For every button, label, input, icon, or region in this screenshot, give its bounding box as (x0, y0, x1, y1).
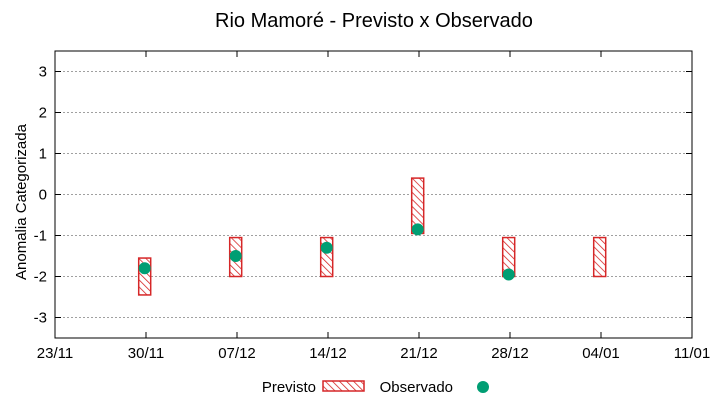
observado-point (320, 241, 333, 254)
y-tick-label: -2 (34, 269, 47, 286)
x-tick-label: 28/12 (491, 345, 529, 362)
legend-label-previsto: Previsto (262, 379, 316, 396)
observado-series (138, 223, 515, 281)
x-tick-label: 11/01 (674, 345, 710, 362)
x-tick-label: 04/01 (582, 345, 620, 362)
y-axis-label: Anomalia Categorizada (13, 123, 30, 280)
legend: Previsto Observado (262, 379, 489, 396)
x-tick-label: 23/11 (37, 345, 73, 362)
y-tick-label: -3 (34, 310, 47, 327)
x-tick-label: 30/11 (128, 345, 164, 362)
legend-swatch-observado (477, 381, 489, 393)
previsto-box (592, 236, 607, 278)
observado-point (138, 262, 151, 275)
legend-label-observado: Observado (380, 379, 453, 396)
y-tick-label: 2 (39, 105, 47, 122)
x-tick-label: 07/12 (218, 345, 256, 362)
y-tick-label: 0 (39, 187, 47, 204)
legend-swatch-previsto (322, 380, 365, 392)
observado-point (229, 250, 242, 262)
observado-point (502, 268, 515, 281)
x-tick-label: 21/12 (400, 345, 438, 362)
y-tick-label: 1 (39, 146, 47, 163)
y-tick-label: -1 (34, 228, 47, 245)
observado-point (411, 223, 424, 236)
x-tick-label: 14/12 (309, 345, 347, 362)
chart-title: Rio Mamoré - Previsto x Observado (215, 10, 533, 32)
previsto-series (137, 177, 607, 296)
y-tick-label: 3 (39, 64, 47, 81)
axis-ticks: -3 -2 -1 0 1 2 3 23/11 30/11 07/12 14/12 21/12 28/12… (34, 51, 710, 362)
